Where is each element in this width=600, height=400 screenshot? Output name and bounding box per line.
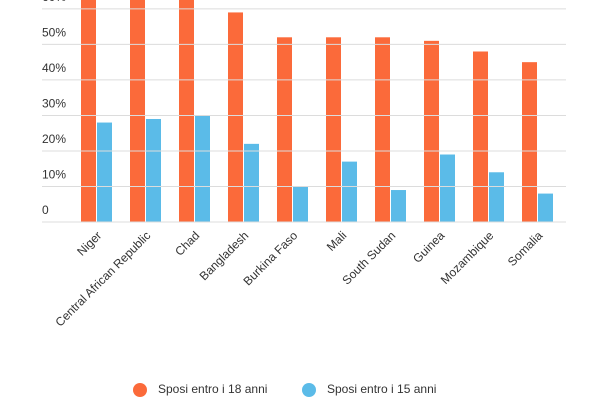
bar	[146, 118, 161, 222]
bar	[522, 62, 537, 222]
bar	[277, 37, 292, 222]
bar	[473, 51, 488, 222]
x-tick-label: Mali	[324, 228, 349, 253]
y-tick-label: 50%	[42, 26, 66, 40]
bars	[81, 0, 553, 222]
bar	[489, 172, 504, 222]
legend-swatch	[302, 383, 316, 397]
bar	[179, 0, 194, 222]
y-tick-label: 10%	[42, 168, 66, 182]
bar	[424, 40, 439, 222]
bar	[440, 154, 455, 222]
bar	[375, 37, 390, 222]
bar	[97, 122, 112, 222]
y-tick-label: 40%	[42, 61, 66, 75]
x-tick-label: Guinea	[410, 228, 447, 265]
y-tick-label: 0	[42, 203, 49, 217]
bar	[391, 190, 406, 222]
bar	[293, 186, 308, 222]
bar	[326, 37, 341, 222]
bar	[81, 0, 96, 222]
x-tick-label: Niger	[74, 228, 104, 258]
bar	[342, 161, 357, 222]
bar	[228, 12, 243, 222]
y-tick-label: 60%	[42, 0, 66, 4]
x-tick-label: Somalia	[505, 228, 546, 269]
bar	[130, 0, 145, 222]
bar	[244, 143, 259, 222]
x-tick-label: Mozambique	[438, 228, 497, 287]
x-tick-label: Central African Republic	[52, 228, 153, 329]
y-tick-label: 30%	[42, 97, 66, 111]
legend-label: Sposi entro i 15 anni	[327, 382, 436, 396]
legend-label: Sposi entro i 18 anni	[158, 382, 267, 396]
bar	[538, 193, 553, 222]
y-tick-label: 20%	[42, 132, 66, 146]
x-tick-label: Chad	[172, 228, 202, 258]
bar	[195, 115, 210, 222]
legend-swatch	[133, 383, 147, 397]
